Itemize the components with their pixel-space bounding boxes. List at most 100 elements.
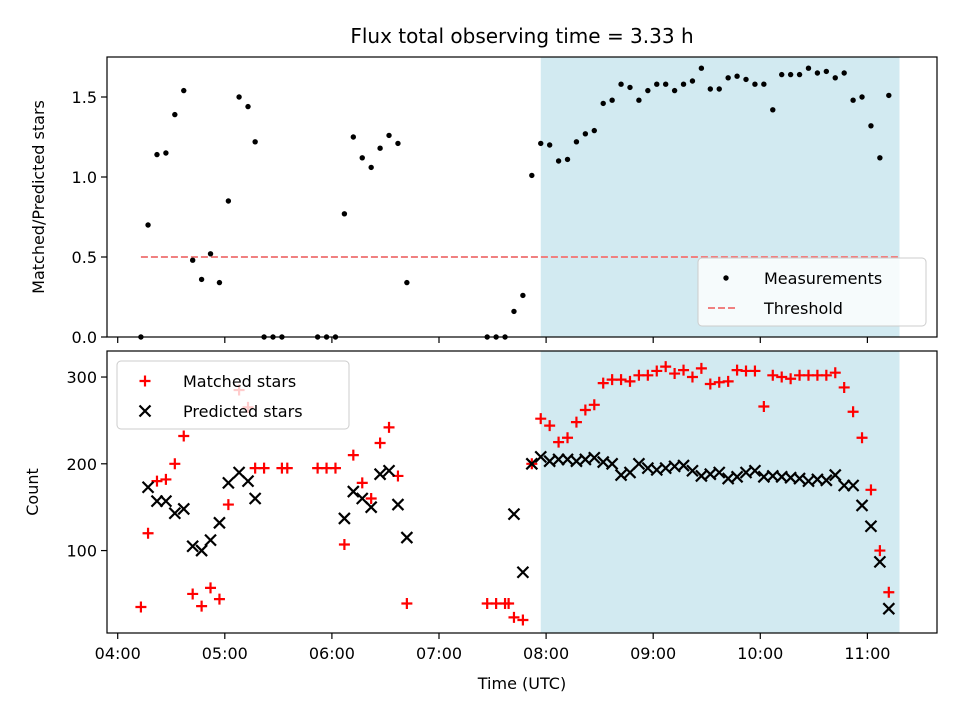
matched-point-22-glyph	[356, 477, 368, 489]
predicted-point-60-glyph	[855, 499, 869, 512]
measurement-point-56	[734, 73, 740, 79]
predicted-point-23	[525, 457, 539, 471]
predicted-point-5-glyph	[186, 539, 199, 553]
matched-point-10	[222, 499, 234, 511]
measurement-point-65	[814, 70, 821, 76]
matched-point-10-glyph	[222, 499, 234, 511]
predicted-point-44	[712, 466, 726, 479]
predicted-point-19	[391, 498, 405, 511]
measurement-point-44	[627, 84, 633, 91]
x-tick-label: 04:00	[95, 644, 141, 663]
y-tick-label: 1.0	[72, 168, 97, 187]
measurement-point-9	[216, 279, 223, 286]
predicted-point-58-glyph	[837, 479, 851, 492]
matched-point-1	[142, 527, 154, 539]
measurement-point-25	[386, 132, 392, 139]
matched-point-32	[508, 611, 520, 623]
matched-point-45	[624, 375, 636, 387]
predicted-point-11-glyph	[241, 474, 255, 488]
matched-point-72	[865, 484, 877, 496]
measurement-point-72	[877, 155, 883, 161]
measurement-point-24	[377, 145, 383, 151]
axes-frame	[106, 56, 938, 338]
measurement-point-26	[395, 140, 401, 147]
predicted-point-13	[338, 512, 351, 525]
predicted-point-33	[614, 468, 628, 482]
measurement-point-6	[189, 257, 196, 263]
predicted-point-16-glyph	[364, 500, 378, 514]
y-axis-label: Matched/Predicted stars	[29, 100, 48, 294]
matched-point-23	[365, 493, 377, 505]
matched-point-35-glyph	[535, 413, 547, 425]
matched-point-48	[651, 365, 663, 377]
predicted-point-32	[605, 457, 619, 471]
predicted-point-5	[186, 539, 199, 553]
matched-point-23-glyph	[365, 493, 377, 505]
x-tick-label: 08:00	[523, 644, 569, 663]
matched-point-42-glyph	[597, 377, 609, 389]
matched-point-14	[258, 462, 270, 474]
matched-point-24	[374, 437, 386, 449]
measurement-point-34	[538, 140, 544, 147]
matched-point-70-glyph	[847, 406, 859, 418]
matched-point-27-glyph	[401, 597, 413, 609]
predicted-point-18	[382, 464, 396, 478]
matched-point-8	[205, 582, 217, 594]
predicted-point-48	[748, 464, 762, 478]
predicted-point-61-glyph	[864, 519, 878, 533]
matched-point-33	[517, 614, 529, 626]
measurement-point-39	[582, 131, 589, 137]
predicted-point-13-glyph	[338, 512, 351, 525]
matched-point-68-glyph	[829, 367, 841, 379]
matched-point-38-glyph	[562, 432, 574, 444]
matched-point-3	[160, 473, 172, 485]
matched-point-5	[178, 430, 190, 442]
matched-point-2-glyph	[151, 475, 163, 487]
x-tick-label: 07:00	[416, 644, 462, 663]
predicted-point-57	[828, 468, 842, 482]
predicted-point-40-glyph	[677, 459, 690, 472]
measurement-point-47	[654, 81, 660, 87]
measurement-point-27	[404, 279, 410, 286]
measurement-point-73	[886, 92, 892, 99]
matched-point-74-glyph	[883, 586, 895, 598]
matched-point-48-glyph	[651, 365, 663, 377]
measurement-point-11	[236, 94, 242, 100]
matched-point-0	[135, 601, 147, 613]
measurement-point-51	[689, 78, 696, 84]
predicted-point-20	[400, 531, 414, 544]
predicted-point-48-glyph	[748, 464, 762, 478]
predicted-point-62-glyph	[873, 555, 887, 569]
predicted-point-6-glyph	[195, 544, 208, 557]
predicted-point-3-glyph	[168, 506, 182, 520]
measurement-point-2	[154, 151, 160, 158]
ratio-panel: 0.0 0.5 1.0 1.5 Matched/Predicted stars Measu…	[29, 56, 938, 347]
matched-point-39	[570, 416, 582, 428]
predicted-point-32-glyph	[605, 457, 619, 471]
predicted-point-12-glyph	[248, 492, 262, 505]
measurement-point-5	[181, 87, 187, 94]
predicted-point-21-glyph	[507, 507, 521, 521]
measurement-point-21	[350, 134, 357, 140]
predicted-point-20-glyph	[400, 531, 414, 544]
matched-point-1-glyph	[142, 527, 154, 539]
measurement-point-32	[520, 292, 526, 299]
matched-point-7-glyph	[196, 600, 208, 612]
measurement-point-40	[591, 127, 597, 134]
predicted-point-23-glyph	[525, 457, 539, 471]
predicted-point-7-glyph	[204, 533, 217, 547]
matched-point-40	[579, 404, 591, 416]
matched-point-53-glyph	[695, 362, 707, 374]
matched-point-44-glyph	[615, 374, 627, 386]
axes-frame	[106, 350, 938, 634]
predicted-point-56-glyph	[820, 474, 833, 487]
measurement-point-55	[725, 75, 731, 81]
matched-point-67	[820, 369, 832, 381]
matched-point-41	[588, 399, 600, 411]
matched-point-62-glyph	[776, 371, 788, 383]
predicted-point-14-glyph	[347, 485, 360, 498]
x-tick-label: 11:00	[844, 644, 890, 663]
matched-point-71-glyph	[856, 432, 868, 444]
predicted-point-0	[141, 480, 155, 494]
measurement-point-31	[511, 308, 517, 315]
